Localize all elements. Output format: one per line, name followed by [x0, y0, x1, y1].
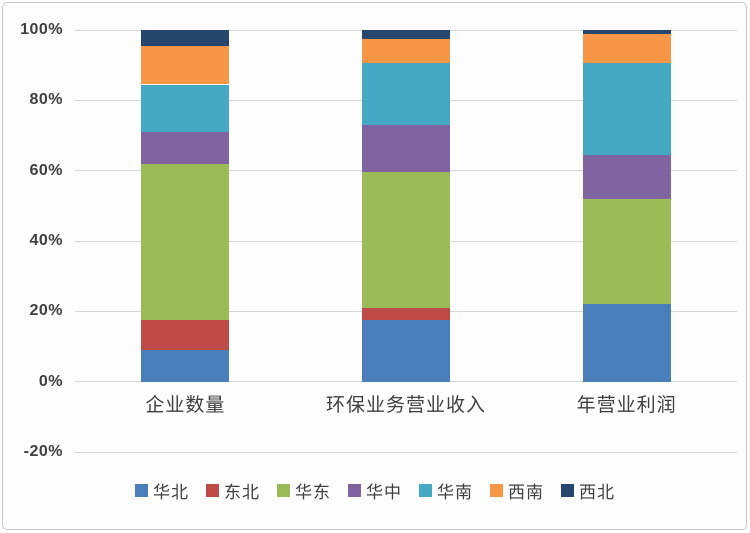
y-axis-tick-label: 20% [29, 302, 63, 320]
bar-segment-华东-1 [362, 172, 450, 308]
bar-segment-华南-2 [582, 63, 671, 155]
gridline-0% [75, 381, 737, 383]
legend-item-西南: 西南 [490, 478, 544, 503]
bar-segment-华中-1 [362, 124, 450, 173]
bar-segment-华南-0 [141, 84, 230, 132]
legend-label: 东北 [224, 483, 260, 502]
bar-segment-西北-2 [582, 30, 671, 34]
bar-segment-东北-1 [362, 307, 450, 321]
y-axis-tick-label: 80% [29, 91, 63, 109]
legend-item-西北: 西北 [561, 478, 615, 503]
chart-legend: 华北 东北 华东 华中 华南 西南 西北 [0, 478, 750, 503]
bar-segment-华北-0 [141, 350, 230, 382]
x-axis-category-label: 企业数量 [145, 395, 226, 416]
bar-segment-华中-0 [141, 131, 230, 164]
legend-item-华北: 华北 [135, 478, 189, 503]
bar-segment-华东-2 [582, 198, 671, 305]
legend-item-华东: 华东 [277, 478, 331, 503]
bar-segment-华东-0 [141, 163, 230, 321]
legend-color-swatch-icon [561, 484, 574, 497]
bar-segment-西北-0 [141, 30, 230, 46]
bar-segment-华南-1 [362, 63, 450, 125]
gridline--20% [75, 451, 737, 453]
y-axis-tick-label: 40% [29, 232, 63, 249]
legend-item-华中: 华中 [348, 478, 402, 503]
legend-label: 华南 [437, 483, 473, 502]
legend-color-swatch-icon [277, 484, 290, 497]
legend-label: 华中 [366, 483, 402, 502]
y-axis-tick-label: -20% [23, 443, 63, 460]
legend-label: 华北 [153, 483, 189, 502]
legend-color-swatch-icon [419, 484, 432, 497]
bar-segment-东北-0 [141, 320, 230, 351]
legend-item-东北: 东北 [206, 478, 260, 503]
bar-segment-西南-0 [141, 45, 230, 85]
y-axis-tick-label: 100% [20, 21, 63, 38]
bar-segment-西北-1 [362, 30, 450, 39]
legend-color-swatch-icon [490, 484, 503, 497]
legend-label: 华东 [295, 483, 331, 502]
x-axis-category-label: 环保业务营业收入 [325, 395, 486, 416]
legend-item-华南: 华南 [419, 478, 473, 503]
legend-color-swatch-icon [135, 484, 148, 497]
legend-color-swatch-icon [206, 484, 219, 497]
bar-segment-华北-2 [582, 304, 671, 382]
x-axis-category-label: 年营业利润 [576, 395, 677, 416]
legend-color-swatch-icon [348, 484, 361, 497]
bar-segment-西南-2 [582, 33, 671, 64]
bar-segment-华中-2 [582, 154, 671, 199]
bar-segment-华北-1 [362, 320, 450, 382]
y-axis-tick-label: 0% [38, 372, 63, 390]
legend-label: 西北 [579, 483, 615, 502]
legend-label: 西南 [508, 483, 544, 502]
bar-segment-西南-1 [362, 38, 450, 64]
y-axis-tick-label: 60% [29, 161, 63, 179]
